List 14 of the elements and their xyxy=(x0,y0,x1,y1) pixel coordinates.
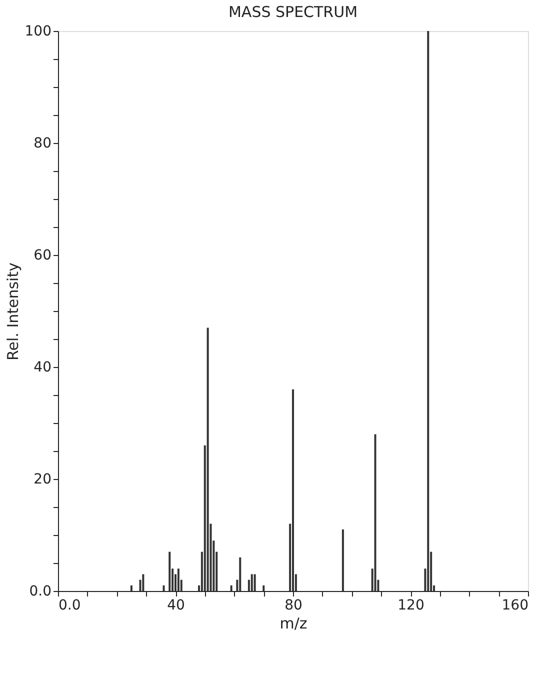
y-tick-label: 20 xyxy=(34,472,52,488)
y-tick-label: 80 xyxy=(34,136,52,152)
x-tick-label: 0.0 xyxy=(58,598,81,614)
y-tick-label: 0.0 xyxy=(29,584,52,600)
y-axis-title: Rel. Intensity xyxy=(4,262,22,360)
x-tick-label: 40 xyxy=(167,598,185,614)
y-tick-label: 60 xyxy=(34,248,52,264)
chart-title: MASS SPECTRUM xyxy=(228,3,358,21)
y-tick-label: 40 xyxy=(34,360,52,376)
x-tick-label: 160 xyxy=(502,598,528,614)
x-tick-label: 120 xyxy=(398,598,424,614)
y-tick-label: 100 xyxy=(24,24,52,40)
x-axis-title: m/z xyxy=(280,614,308,632)
x-tick-label: 80 xyxy=(284,598,302,614)
